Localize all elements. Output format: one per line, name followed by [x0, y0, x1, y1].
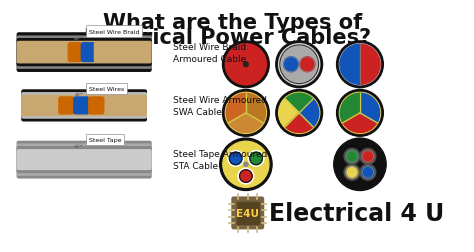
Circle shape [222, 42, 269, 88]
Circle shape [346, 151, 358, 163]
Circle shape [279, 93, 320, 134]
Circle shape [346, 167, 358, 178]
Wedge shape [360, 45, 380, 85]
Text: Steel Wires: Steel Wires [75, 87, 124, 97]
Circle shape [250, 152, 263, 165]
Circle shape [229, 152, 242, 165]
Circle shape [244, 63, 248, 67]
FancyBboxPatch shape [22, 96, 146, 116]
Wedge shape [340, 94, 360, 123]
Wedge shape [340, 45, 360, 85]
Circle shape [276, 42, 322, 88]
Wedge shape [246, 94, 265, 123]
Circle shape [220, 139, 272, 191]
FancyBboxPatch shape [17, 40, 151, 66]
Circle shape [281, 47, 318, 83]
Circle shape [334, 139, 386, 191]
Text: Electrical 4 U: Electrical 4 U [269, 201, 445, 225]
FancyBboxPatch shape [59, 98, 74, 114]
Circle shape [239, 170, 252, 183]
Circle shape [283, 57, 299, 73]
Wedge shape [285, 113, 313, 133]
Circle shape [337, 142, 383, 187]
Circle shape [339, 45, 381, 85]
Circle shape [225, 45, 266, 85]
Circle shape [360, 165, 376, 180]
Circle shape [223, 142, 269, 187]
Circle shape [244, 163, 248, 167]
Circle shape [238, 169, 254, 184]
Circle shape [276, 90, 322, 137]
FancyBboxPatch shape [68, 44, 82, 62]
FancyBboxPatch shape [82, 44, 94, 62]
FancyBboxPatch shape [17, 34, 151, 72]
Circle shape [222, 90, 269, 137]
Circle shape [344, 149, 360, 165]
FancyBboxPatch shape [17, 42, 151, 64]
Text: Steel Wire Braid
Armoured Cable: Steel Wire Braid Armoured Cable [173, 43, 246, 63]
Circle shape [337, 90, 383, 137]
Circle shape [339, 93, 381, 134]
FancyBboxPatch shape [17, 37, 151, 69]
Wedge shape [285, 94, 313, 113]
Wedge shape [360, 94, 380, 123]
Circle shape [279, 45, 320, 85]
FancyBboxPatch shape [74, 98, 89, 114]
Wedge shape [229, 113, 263, 133]
Circle shape [344, 165, 360, 180]
Circle shape [225, 93, 266, 134]
Text: E4U: E4U [236, 208, 259, 218]
Circle shape [337, 42, 383, 88]
Circle shape [228, 151, 244, 167]
Circle shape [248, 151, 264, 167]
FancyBboxPatch shape [17, 142, 151, 178]
FancyBboxPatch shape [17, 147, 151, 173]
Text: Steel Tape Armoured
STA Cable: Steel Tape Armoured STA Cable [173, 150, 267, 170]
Circle shape [300, 57, 315, 73]
Wedge shape [299, 100, 319, 127]
Wedge shape [226, 94, 246, 123]
Circle shape [362, 151, 374, 163]
FancyBboxPatch shape [17, 144, 151, 175]
FancyBboxPatch shape [94, 44, 108, 62]
FancyBboxPatch shape [237, 202, 259, 224]
Wedge shape [343, 113, 377, 133]
Circle shape [280, 46, 319, 84]
Text: What are the Types of: What are the Types of [103, 13, 362, 33]
Text: Steel Wire Armoured
SWA Cable: Steel Wire Armoured SWA Cable [173, 96, 267, 116]
FancyBboxPatch shape [17, 150, 151, 170]
Text: Electrical Power Cables?: Electrical Power Cables? [84, 28, 371, 48]
Text: Steel Wire Braid: Steel Wire Braid [74, 29, 139, 41]
Text: Steel Tape: Steel Tape [74, 138, 121, 148]
Circle shape [362, 167, 374, 178]
Wedge shape [280, 100, 299, 127]
Circle shape [360, 149, 376, 165]
FancyBboxPatch shape [22, 93, 146, 118]
FancyBboxPatch shape [89, 98, 104, 114]
FancyBboxPatch shape [22, 91, 146, 121]
FancyBboxPatch shape [232, 198, 263, 228]
